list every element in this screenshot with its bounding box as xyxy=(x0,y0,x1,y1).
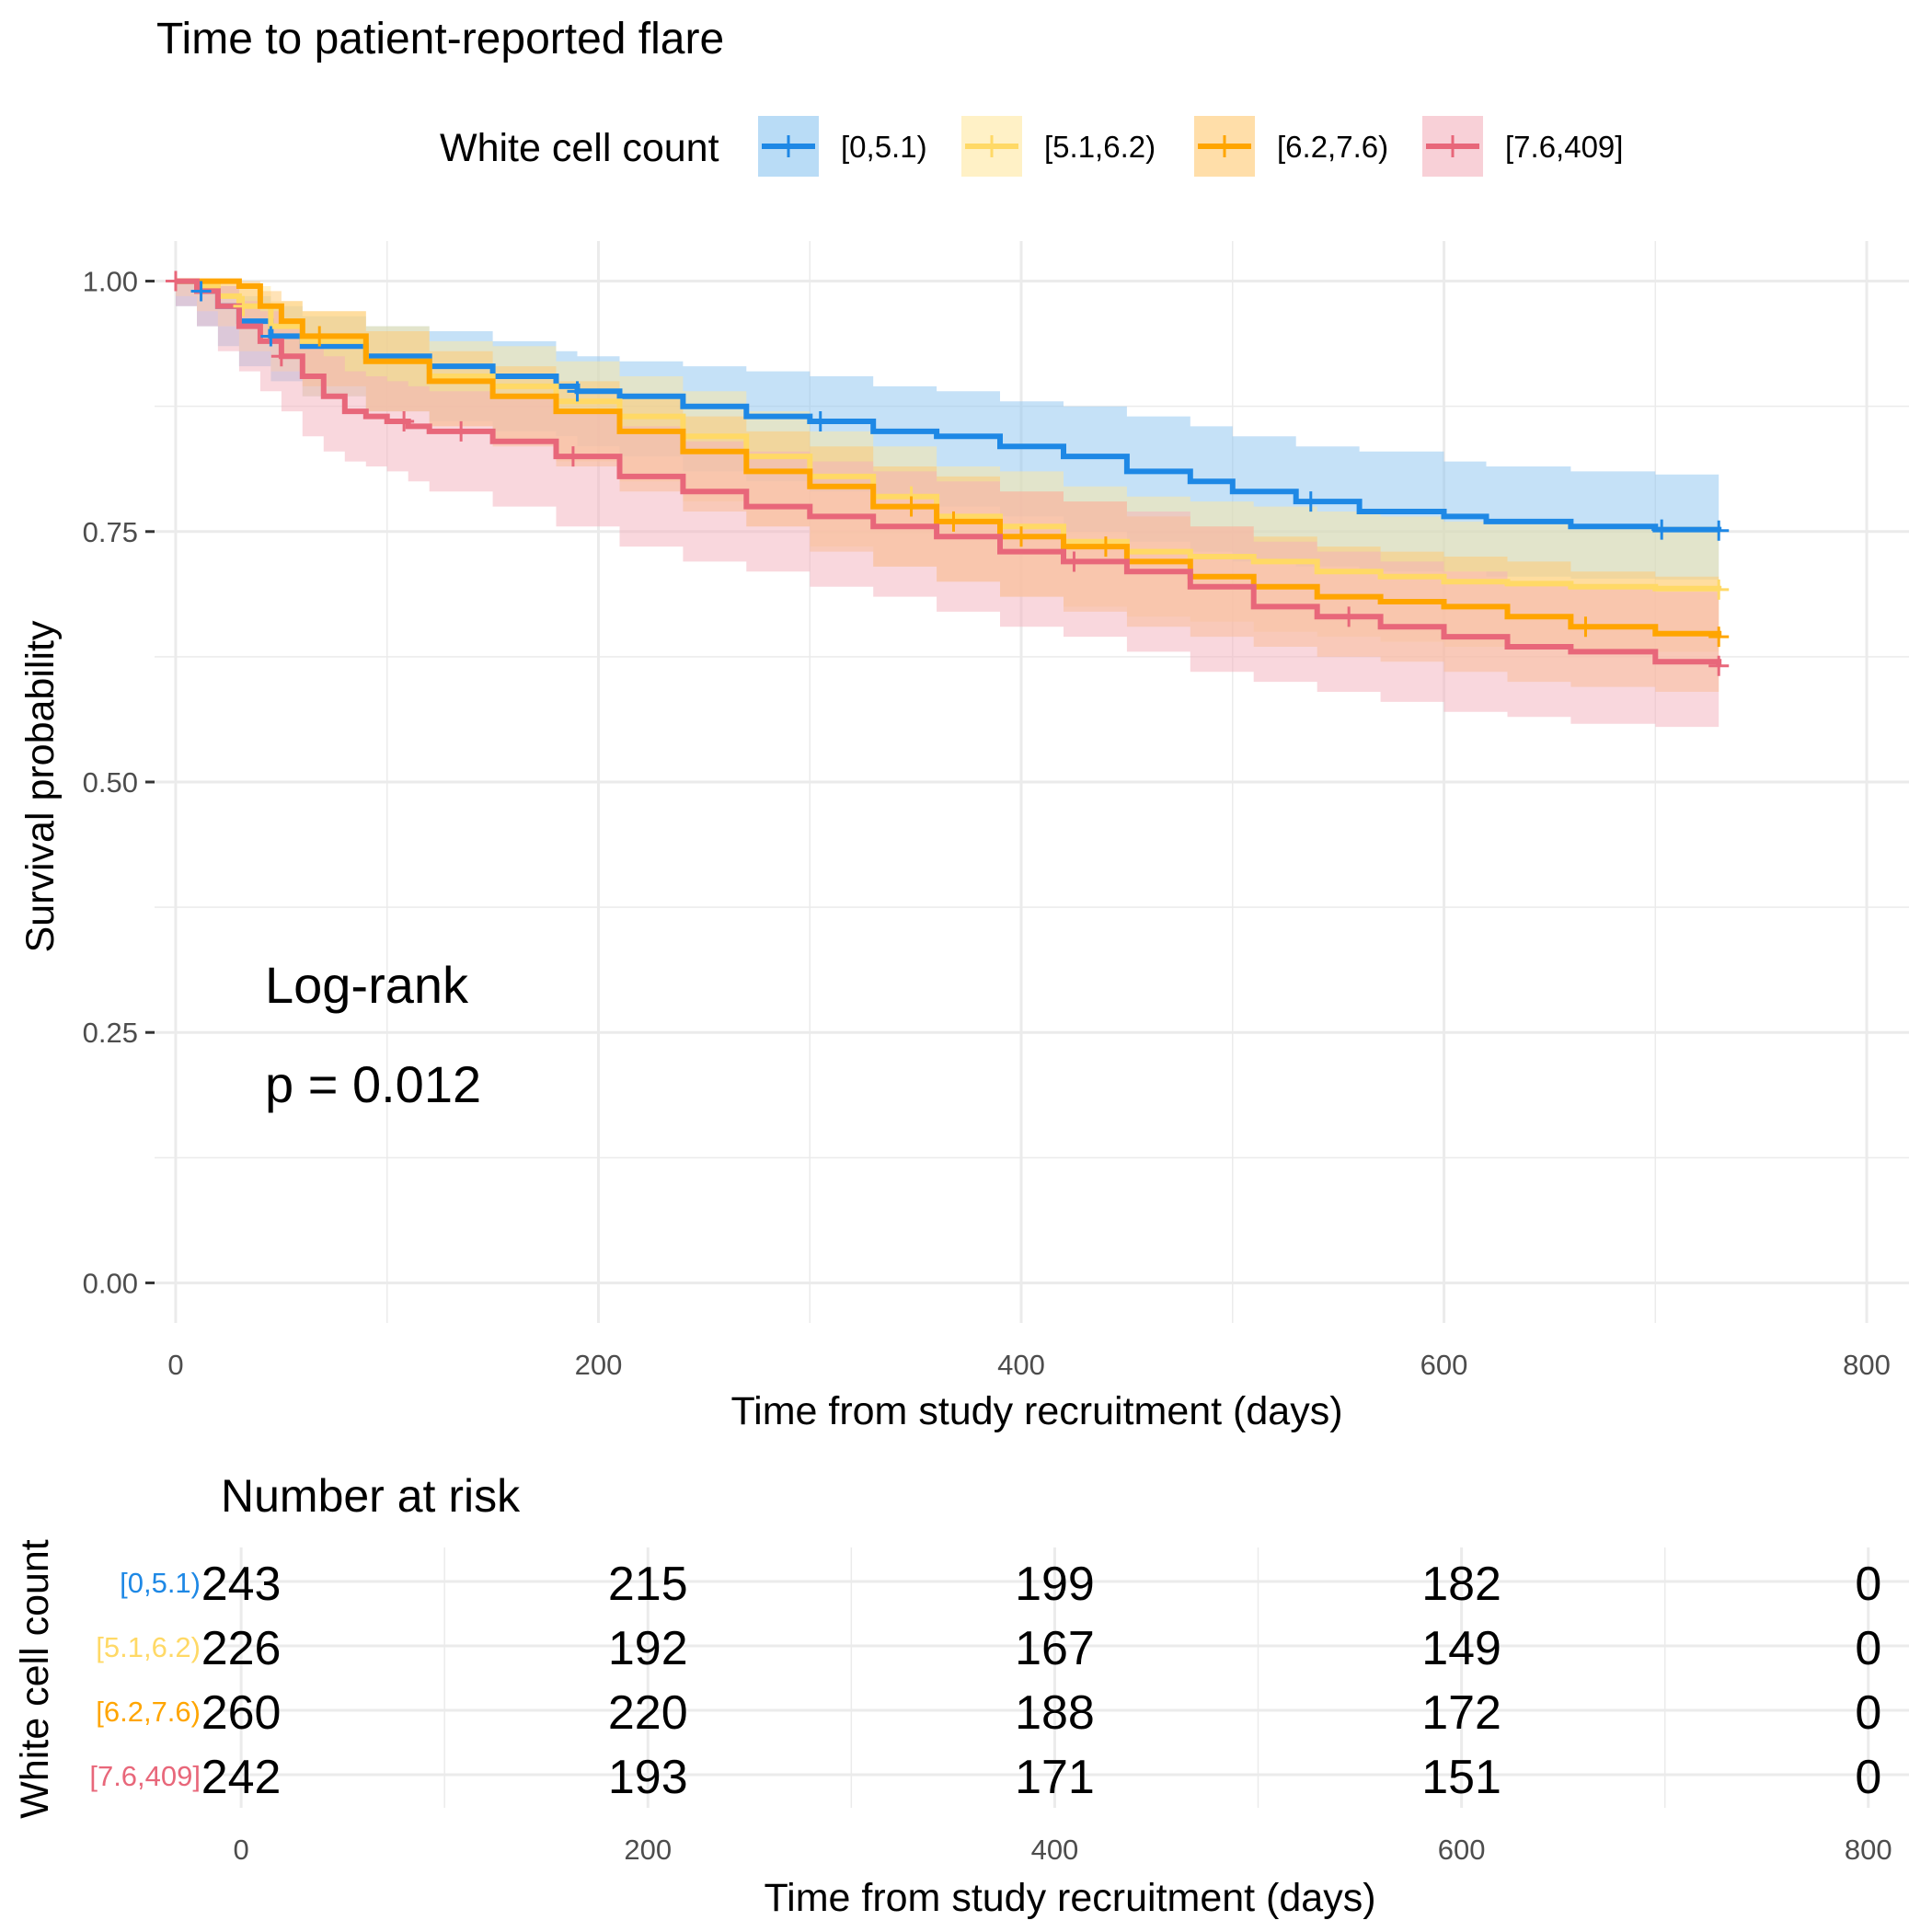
risk-count: 171 xyxy=(1015,1751,1095,1804)
risk-x-tick-label: 0 xyxy=(233,1834,248,1866)
legend: White cell count [0,5.1) [5.1,6.2) [6.2,7.… xyxy=(440,116,1623,177)
censor-marks xyxy=(165,270,1730,676)
y-axis-ticks: 0.00 0.25 0.50 0.75 1.00 xyxy=(83,266,155,1299)
confidence-band-[0,5.1) xyxy=(176,281,1719,580)
risk-row-label: [6.2,7.6) xyxy=(96,1696,201,1728)
censor-mark xyxy=(309,326,330,347)
risk-x-tick-label: 200 xyxy=(624,1834,672,1866)
censor-mark xyxy=(1300,491,1321,512)
x-tick-label: 800 xyxy=(1843,1349,1891,1381)
y-tick-label: 1.00 xyxy=(83,266,138,298)
risk-count: 220 xyxy=(608,1686,688,1740)
risk-count: 260 xyxy=(201,1686,282,1740)
y-axis-label: Survival probability xyxy=(18,620,63,952)
censor-mark xyxy=(165,270,186,292)
censor-mark xyxy=(562,446,583,467)
risk-count: 199 xyxy=(1015,1558,1095,1611)
legend-label: [5.1,6.2) xyxy=(1044,130,1156,164)
censor-mark xyxy=(810,411,831,431)
legend-label: [6.2,7.6) xyxy=(1277,130,1388,164)
survival-curve-[7.6,409] xyxy=(176,278,1722,666)
y-tick-label: 0.50 xyxy=(83,766,138,799)
risk-table: Number at risk [0,5.1) 243 215 199 182 0 [5.1,… xyxy=(13,1470,1909,1920)
censor-mark xyxy=(260,326,282,347)
censor-mark xyxy=(1708,627,1730,648)
risk-count: 167 xyxy=(1015,1622,1095,1675)
logrank-pvalue: p = 0.012 xyxy=(265,1055,481,1113)
censor-mark xyxy=(1064,551,1085,572)
censor-mark xyxy=(567,381,588,402)
risk-row-label: [0,5.1) xyxy=(120,1567,201,1599)
censor-mark xyxy=(1339,606,1360,627)
risk-count: 182 xyxy=(1421,1558,1501,1611)
x-tick-label: 200 xyxy=(575,1349,623,1381)
risk-row-label: [7.6,409] xyxy=(89,1760,201,1792)
censor-mark xyxy=(1708,655,1730,676)
logrank-label: Log-rank xyxy=(265,956,469,1014)
survival-curve-[6.2,7.6) xyxy=(176,278,1722,638)
legend-items: [0,5.1) [5.1,6.2) [6.2,7.6) [7.6,409] xyxy=(758,116,1623,177)
x-tick-label: 400 xyxy=(997,1349,1045,1381)
risk-x-tick-label: 800 xyxy=(1845,1834,1892,1866)
risk-x-axis-ticks: 0 200 400 600 800 xyxy=(233,1834,1892,1866)
x-axis-ticks: 0 200 400 600 800 xyxy=(167,1349,1891,1381)
legend-label: [0,5.1) xyxy=(841,130,927,164)
risk-count: 151 xyxy=(1421,1751,1501,1804)
censor-mark xyxy=(1095,536,1116,558)
risk-grid xyxy=(221,1547,1909,1808)
risk-count: 192 xyxy=(608,1622,688,1675)
risk-count: 0 xyxy=(1855,1686,1881,1740)
censor-mark xyxy=(190,281,212,302)
risk-count: 149 xyxy=(1421,1622,1501,1675)
risk-y-axis-label: White cell count xyxy=(13,1539,57,1819)
legend-label: [7.6,409] xyxy=(1505,130,1623,164)
risk-count: 193 xyxy=(608,1751,688,1804)
risk-count: 0 xyxy=(1855,1558,1881,1611)
censor-mark xyxy=(233,295,254,316)
risk-x-tick-label: 400 xyxy=(1031,1834,1079,1866)
legend-title: White cell count xyxy=(440,126,719,170)
censor-mark xyxy=(1011,526,1032,547)
censor-mark xyxy=(1575,616,1596,638)
chart-title: Time to patient-reported flare xyxy=(156,15,724,63)
y-tick-label: 0.25 xyxy=(83,1017,138,1049)
risk-x-tick-label: 600 xyxy=(1438,1834,1486,1866)
censor-mark xyxy=(943,511,964,532)
risk-count: 215 xyxy=(608,1558,688,1611)
risk-count: 226 xyxy=(201,1622,282,1675)
x-tick-label: 600 xyxy=(1420,1349,1468,1381)
censor-mark xyxy=(1708,520,1730,541)
risk-count: 188 xyxy=(1015,1686,1095,1740)
risk-rows: [0,5.1) 243 215 199 182 0 [5.1,6.2) 226 192 167 14… xyxy=(89,1558,1881,1804)
risk-count: 0 xyxy=(1855,1751,1881,1804)
risk-count: 243 xyxy=(201,1558,282,1611)
x-axis-label: Time from study recruitment (days) xyxy=(730,1389,1342,1433)
x-tick-label: 0 xyxy=(167,1349,183,1381)
censor-mark xyxy=(1651,519,1673,540)
censor-mark xyxy=(901,496,922,517)
risk-count: 172 xyxy=(1421,1686,1501,1740)
survival-plot: 0.00 0.25 0.50 0.75 1.00 0 200 400 600 800 Time … xyxy=(18,241,1909,1433)
y-tick-label: 0.00 xyxy=(83,1267,138,1299)
risk-count: 0 xyxy=(1855,1622,1881,1675)
survival-curves xyxy=(176,278,1722,666)
risk-count: 242 xyxy=(201,1751,282,1804)
censor-mark xyxy=(1708,579,1730,600)
y-tick-label: 0.75 xyxy=(83,516,138,548)
risk-table-title: Number at risk xyxy=(221,1470,521,1522)
censor-mark xyxy=(451,420,472,442)
censor-mark xyxy=(394,411,415,431)
censor-mark xyxy=(270,346,292,367)
risk-x-axis-label: Time from study recruitment (days) xyxy=(764,1876,1375,1920)
risk-row-label: [5.1,6.2) xyxy=(96,1631,201,1663)
